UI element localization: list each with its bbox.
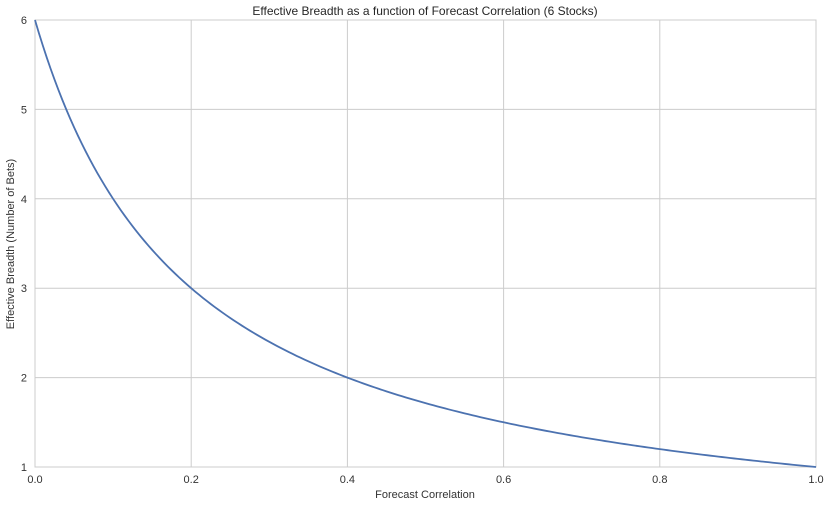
y-tick-label: 2 (21, 373, 27, 385)
chart-title: Effective Breadth as a function of Forec… (252, 4, 597, 18)
grid-lines (34, 19, 817, 468)
x-tick-label: 0.6 (496, 474, 511, 486)
y-tick-label: 5 (21, 104, 27, 116)
y-tick-labels: 1 2 3 4 5 6 (21, 15, 27, 474)
data-line (34, 19, 817, 468)
x-tick-label: 0.2 (184, 474, 199, 486)
x-tick-label: 0.0 (27, 474, 42, 486)
x-tick-labels: 0.0 0.2 0.4 0.6 0.8 1.0 (27, 474, 823, 486)
y-tick-label: 3 (21, 283, 27, 295)
plot-frame (34, 19, 817, 468)
y-tick-label: 4 (21, 194, 27, 206)
y-tick-label: 6 (21, 15, 27, 27)
x-tick-label: 1.0 (808, 474, 823, 486)
y-tick-label: 1 (21, 462, 27, 474)
y-axis-label: Effective Breadth (Number of Bets) (5, 159, 17, 329)
x-tick-label: 0.4 (340, 474, 355, 486)
x-tick-label: 0.8 (652, 474, 667, 486)
x-axis-label: Forecast Correlation (375, 489, 475, 501)
